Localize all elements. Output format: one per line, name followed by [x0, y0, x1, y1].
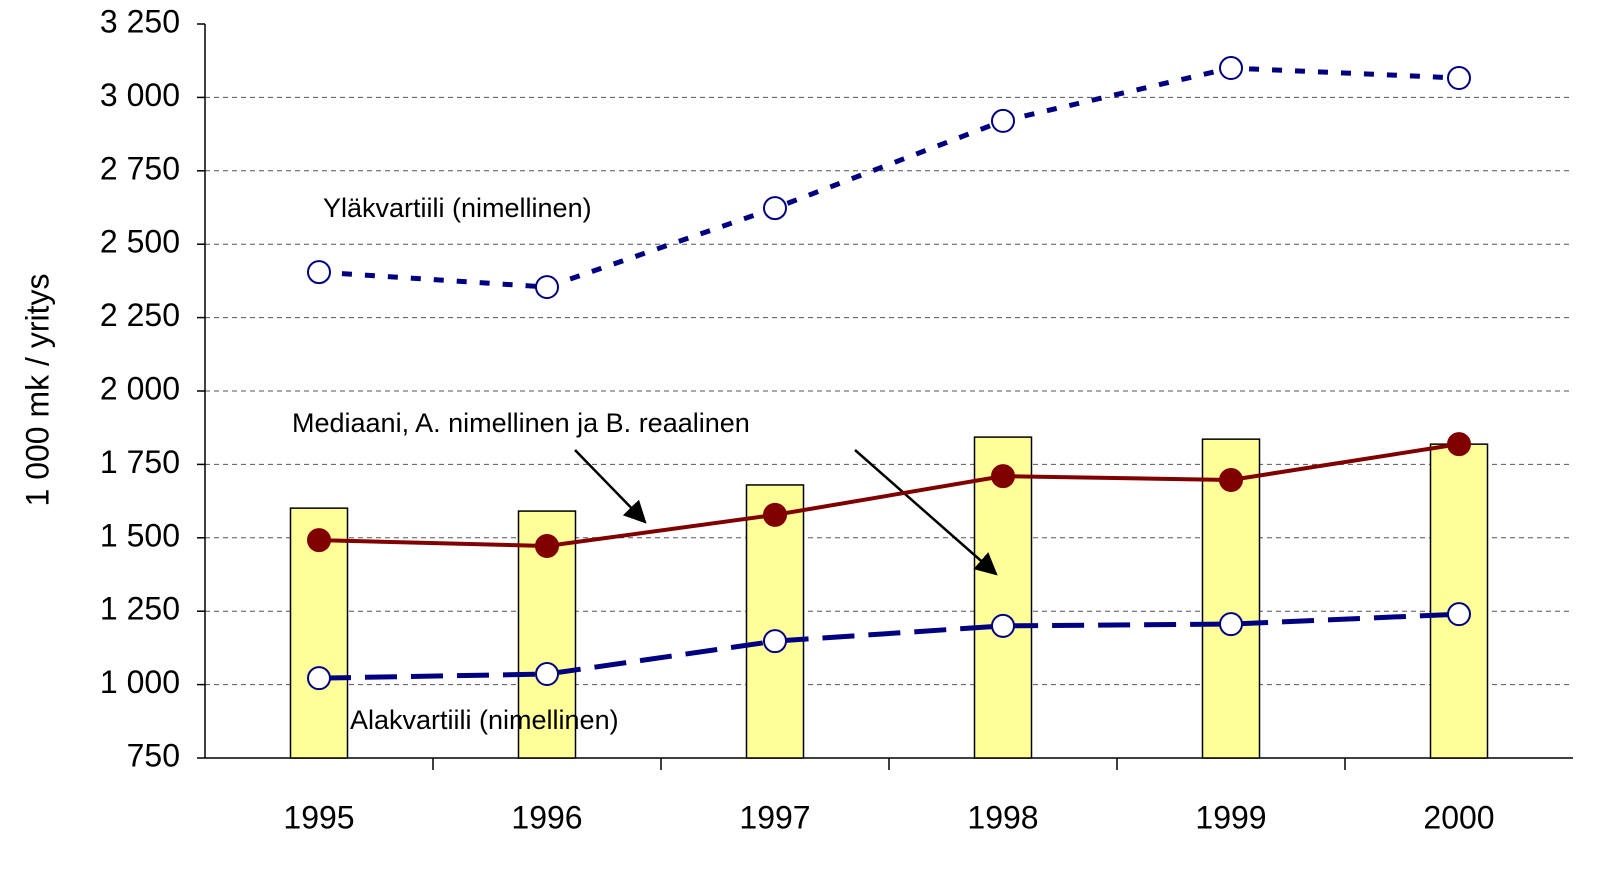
grid: [197, 23, 1573, 770]
y-tick-label: 750: [127, 737, 180, 773]
annotation-arrow: [574, 449, 647, 524]
marker: [1219, 612, 1243, 637]
y-axis-label: 1 000 mk / yritys: [19, 274, 55, 507]
marker: [1219, 467, 1243, 492]
marker: [535, 534, 559, 559]
annotation: Mediaani, A. nimellinen ja B. reaalinen: [292, 408, 750, 438]
y-tick-label: 3 000: [100, 77, 180, 113]
bar: [745, 484, 805, 759]
marker: [307, 528, 331, 553]
marker: [307, 666, 331, 691]
marker: [307, 260, 331, 285]
x-tick-label: 1995: [283, 799, 354, 835]
x-tick-label: 1999: [1195, 799, 1266, 835]
marker: [991, 108, 1015, 133]
marker: [763, 502, 787, 527]
annotation-arrow: [854, 449, 998, 576]
x-tick-label: 1996: [511, 799, 582, 835]
bar: [1429, 443, 1489, 759]
y-tick-label: 1 500: [100, 517, 180, 553]
annotation: Yläkvartiili (nimellinen): [323, 193, 592, 223]
marker: [1447, 432, 1471, 457]
y-tick-label: 1 750: [100, 444, 180, 480]
y-tick-label: 2 250: [100, 297, 180, 333]
marker: [991, 464, 1015, 489]
marker: [1447, 602, 1471, 627]
annotation: Alakvartiili (nimellinen): [350, 705, 619, 735]
x-tick-label: 2000: [1423, 799, 1494, 835]
marker: [991, 613, 1015, 638]
line: [318, 442, 1460, 549]
line: [318, 65, 1460, 290]
marker: [763, 196, 787, 221]
marker: [1447, 66, 1471, 91]
marker: [763, 629, 787, 654]
x-tick-label: 1997: [739, 799, 810, 835]
bars: [289, 436, 1489, 759]
y-tick-label: 2 000: [100, 370, 180, 406]
x-tick-label: 1998: [967, 799, 1038, 835]
y-tick-label: 1 250: [100, 591, 180, 627]
marker: [1219, 56, 1243, 81]
y-tick-label: 1 000: [100, 664, 180, 700]
y-tick-label: 2 500: [100, 224, 180, 260]
marker: [535, 275, 559, 300]
y-tick-label: 2 750: [100, 150, 180, 186]
lines: [307, 56, 1471, 691]
marker: [535, 662, 559, 687]
y-tick-label: 3 250: [100, 3, 180, 39]
bar: [1201, 438, 1261, 759]
line: [318, 611, 1460, 681]
bar: [973, 436, 1033, 759]
